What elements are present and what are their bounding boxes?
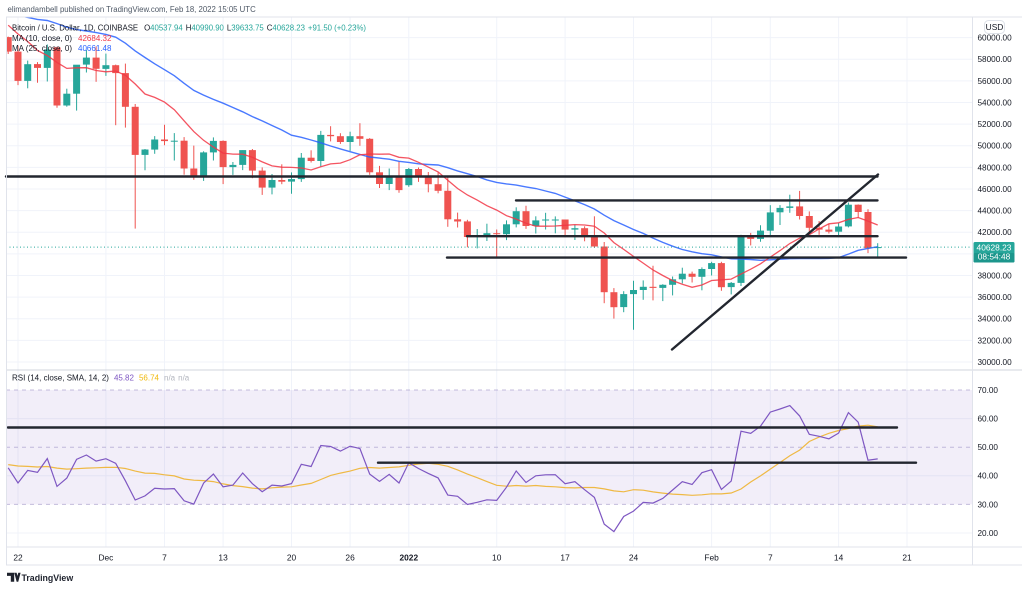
svg-text:34000.00: 34000.00 [978,315,1013,324]
svg-text:TradingView: TradingView [22,573,74,583]
svg-text:Bitcoin / U.S. Dollar, 1D, COI: Bitcoin / U.S. Dollar, 1D, COINBASE O4053… [12,24,366,33]
svg-text:10: 10 [492,553,502,563]
svg-text:54000.00: 54000.00 [978,98,1013,107]
svg-text:56000.00: 56000.00 [978,77,1013,86]
svg-text:USD: USD [986,22,1004,32]
svg-text:20.00: 20.00 [978,529,999,538]
svg-text:70.00: 70.00 [978,386,999,395]
svg-text:RSI (14, close, SMA, 14, 2)45.: RSI (14, close, SMA, 14, 2) 45.82 56.74 n/a… [12,374,190,383]
svg-text:17: 17 [560,553,570,563]
svg-text:36000.00: 36000.00 [978,293,1013,302]
svg-text:Feb: Feb [704,553,719,563]
svg-text:60000.00: 60000.00 [978,34,1013,43]
svg-text:44000.00: 44000.00 [978,207,1013,216]
svg-text:26: 26 [345,553,355,563]
svg-text:7: 7 [768,553,773,563]
svg-text:MA (10, close, 0)42684.32: MA (10, close, 0) 42684.32 [12,34,112,43]
svg-text:58000.00: 58000.00 [978,55,1013,64]
svg-text:13: 13 [218,553,228,563]
svg-text:24: 24 [629,553,639,563]
svg-text:40.00: 40.00 [978,472,999,481]
svg-text:14: 14 [834,553,844,563]
svg-text:52000.00: 52000.00 [978,120,1013,129]
svg-text:48000.00: 48000.00 [978,163,1013,172]
svg-text:08:54:48: 08:54:48 [978,252,1011,262]
svg-text:20: 20 [287,553,297,563]
svg-text:7: 7 [162,553,167,563]
svg-text:32000.00: 32000.00 [978,336,1013,345]
svg-text:40628.23: 40628.23 [977,242,1012,252]
svg-text:Dec: Dec [98,553,113,563]
svg-text:2022: 2022 [399,553,418,563]
svg-text:42000.00: 42000.00 [978,228,1013,237]
svg-text:60.00: 60.00 [978,415,999,424]
svg-text:22: 22 [13,553,23,563]
svg-text:50000.00: 50000.00 [978,142,1013,151]
svg-text:elimandambell published on Tra: elimandambell published on TradingView.c… [8,5,257,14]
svg-text:30000.00: 30000.00 [978,358,1013,367]
svg-text:46000.00: 46000.00 [978,185,1013,194]
svg-text:21: 21 [902,553,912,563]
svg-text:50.00: 50.00 [978,443,999,452]
svg-text:30.00: 30.00 [978,500,999,509]
svg-text:MA (25, close, 0)40661.48: MA (25, close, 0) 40661.48 [12,44,112,53]
svg-text:38000.00: 38000.00 [978,271,1013,280]
